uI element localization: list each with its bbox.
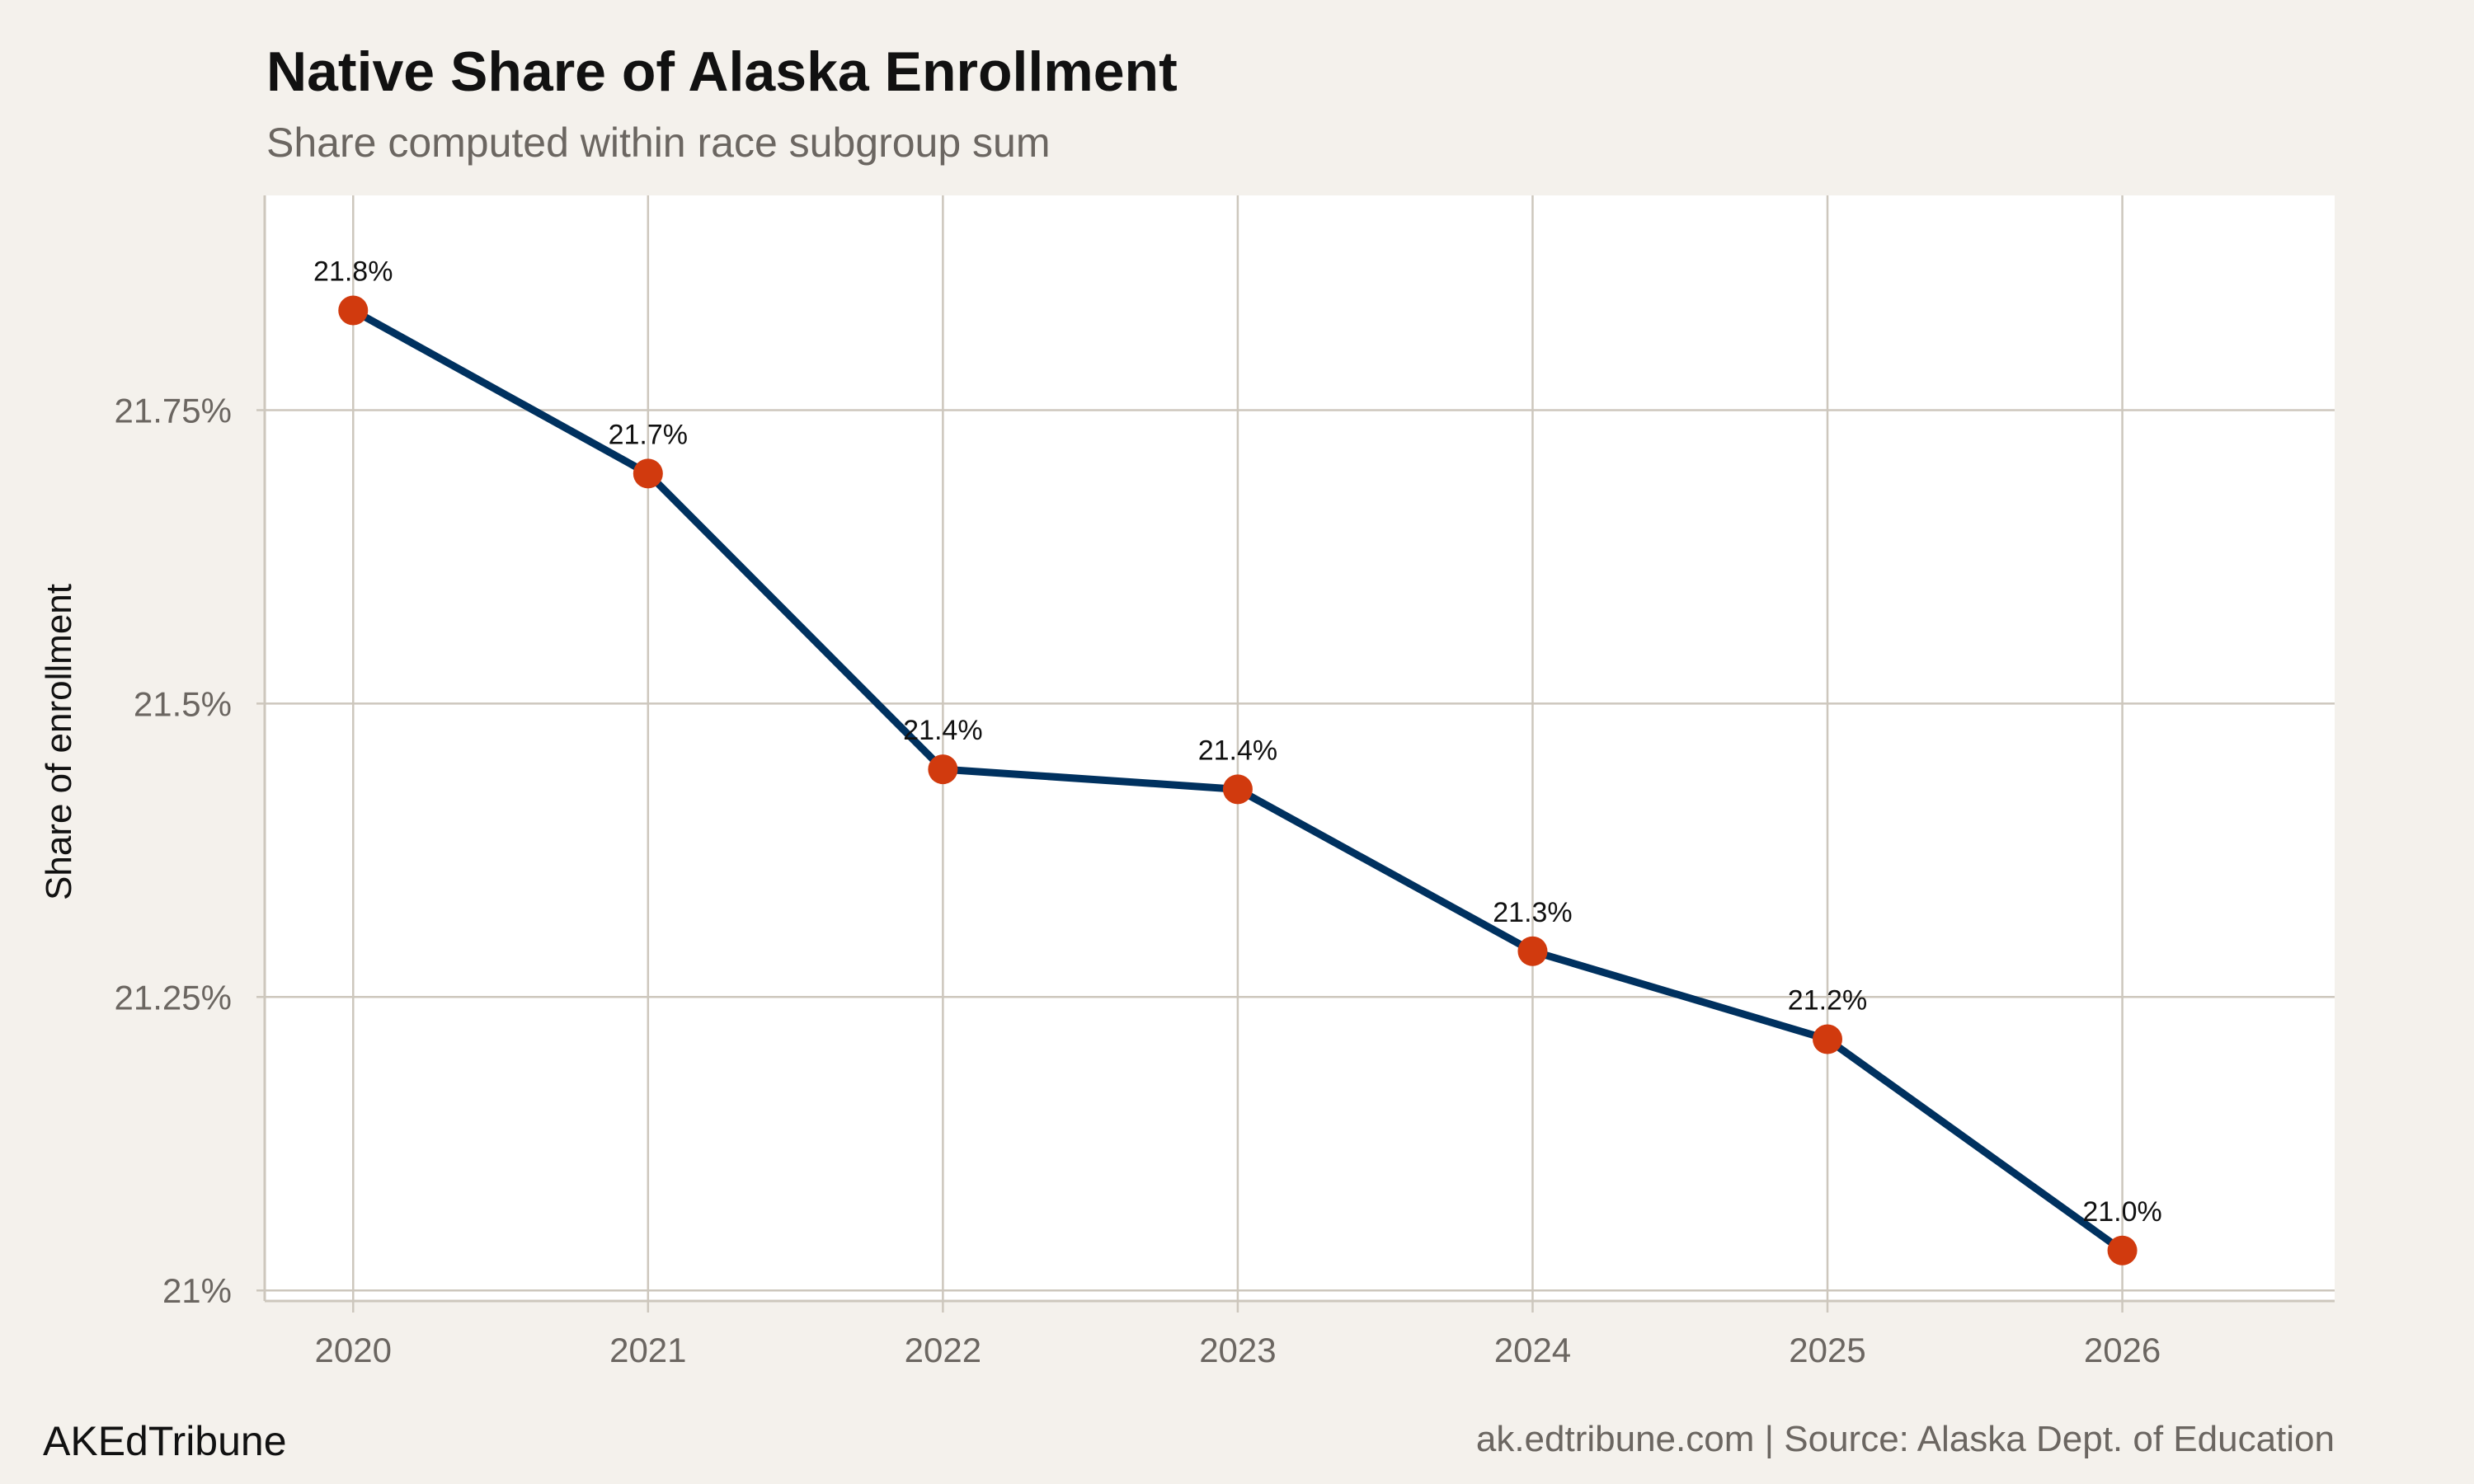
data-point [338, 295, 369, 326]
x-tick-label: 2021 [609, 1331, 686, 1369]
x-tick-label: 2025 [1789, 1331, 1865, 1369]
data-label: 21.3% [1493, 897, 1572, 928]
y-axis-title: Share of enrollment [39, 584, 79, 900]
data-point [1222, 774, 1253, 805]
y-tick-labels: 21% 21.25% 21.5% 21.75% [115, 392, 232, 1311]
x-tick-label: 2022 [905, 1331, 981, 1369]
data-label: 21.0% [2082, 1196, 2161, 1228]
x-tick-labels: 2020 2021 2022 2023 2024 2025 2026 [315, 1331, 2161, 1369]
axes [263, 195, 2335, 1303]
source-footer: ak.edtribune.com | Source: Alaska Dept. … [1476, 1419, 2335, 1459]
x-tick-label: 2023 [1199, 1331, 1276, 1369]
data-label: 21.4% [903, 715, 982, 746]
chart-title: Native Share of Alaska Enrollment [266, 40, 1178, 103]
y-tick-label: 21.75% [115, 392, 232, 430]
y-tick-label: 21.25% [115, 978, 232, 1017]
data-point [633, 458, 663, 489]
y-tick-label: 21.5% [134, 684, 232, 723]
data-label: 21.4% [1198, 735, 1277, 766]
data-label: 21.8% [313, 256, 393, 288]
x-tick-label: 2020 [315, 1331, 392, 1369]
data-label: 21.7% [609, 419, 688, 450]
data-labels: 21.8% 21.7% 21.4% 21.4% 21.3% 21.2% 21.0% [313, 256, 2162, 1228]
data-point [2107, 1235, 2138, 1266]
chart-subtitle: Share computed within race subgroup sum [266, 120, 1051, 166]
gridlines [256, 195, 2335, 1313]
x-tick-label: 2026 [2084, 1331, 2161, 1369]
data-label: 21.2% [1788, 985, 1867, 1017]
plot-panel [265, 195, 2335, 1301]
data-point [928, 754, 958, 785]
data-point [1517, 936, 1548, 966]
x-tick-label: 2024 [1494, 1331, 1571, 1369]
brand-footer: AKEdTribune [43, 1418, 287, 1464]
y-tick-label: 21% [162, 1271, 232, 1310]
data-point [1813, 1024, 1843, 1054]
data-points [338, 295, 2138, 1266]
